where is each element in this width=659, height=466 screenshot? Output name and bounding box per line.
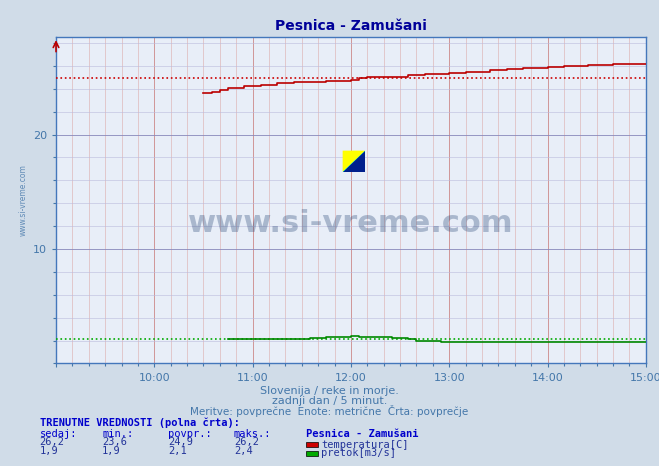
Text: min.:: min.: [102,429,133,439]
Text: maks.:: maks.: [234,429,272,439]
Title: Pesnica - Zamušani: Pesnica - Zamušani [275,19,427,34]
Text: www.si-vreme.com: www.si-vreme.com [188,209,513,238]
Text: 23,6: 23,6 [102,438,127,447]
FancyBboxPatch shape [343,151,365,172]
Text: 24,9: 24,9 [168,438,193,447]
Polygon shape [343,151,365,172]
Text: www.si-vreme.com: www.si-vreme.com [19,164,28,236]
Text: Slovenija / reke in morje.: Slovenija / reke in morje. [260,386,399,396]
Text: pretok[m3/s]: pretok[m3/s] [321,448,396,459]
Text: povpr.:: povpr.: [168,429,212,439]
Text: 1,9: 1,9 [40,446,58,456]
Text: temperatura[C]: temperatura[C] [321,439,409,450]
Text: zadnji dan / 5 minut.: zadnji dan / 5 minut. [272,397,387,406]
Text: sedaj:: sedaj: [40,429,77,439]
Text: 26,2: 26,2 [40,438,65,447]
Text: Pesnica - Zamušani: Pesnica - Zamušani [306,429,419,439]
Text: 1,9: 1,9 [102,446,121,456]
Text: 2,1: 2,1 [168,446,186,456]
Text: 2,4: 2,4 [234,446,252,456]
Text: 26,2: 26,2 [234,438,259,447]
Polygon shape [343,151,365,172]
Text: TRENUTNE VREDNOSTI (polna črta):: TRENUTNE VREDNOSTI (polna črta): [40,418,239,428]
Text: Meritve: povprečne  Enote: metrične  Črta: povprečje: Meritve: povprečne Enote: metrične Črta:… [190,405,469,417]
